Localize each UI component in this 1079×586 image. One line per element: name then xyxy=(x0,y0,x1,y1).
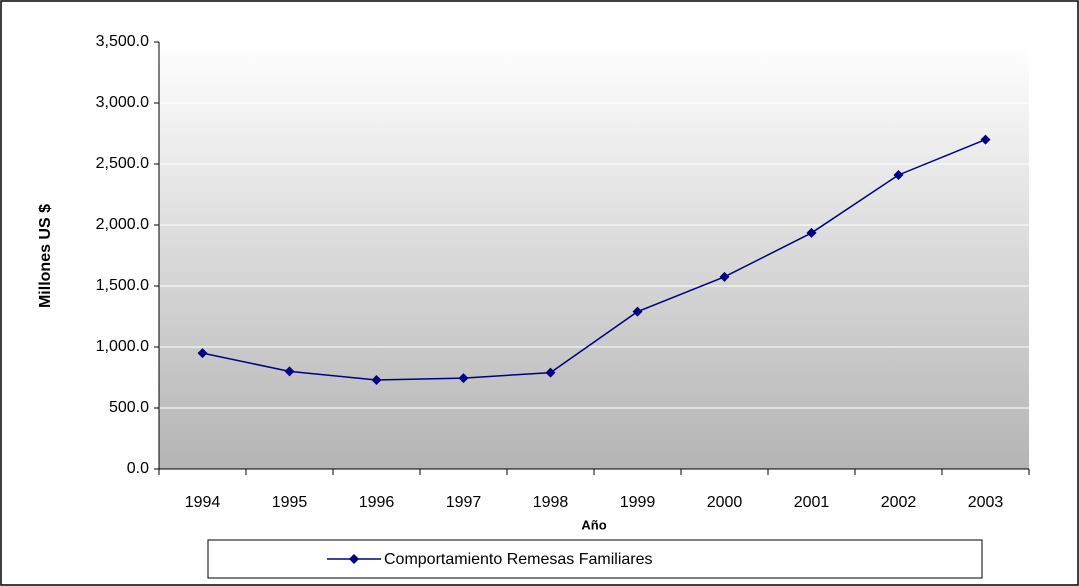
x-tick-label: 2000 xyxy=(707,494,743,511)
legend-marker xyxy=(349,554,359,564)
y-tick-label: 1,500.0 xyxy=(96,277,149,294)
y-tick-label: 3,000.0 xyxy=(96,94,149,111)
y-tick-label: 3,500.0 xyxy=(96,33,149,50)
y-tick-label: 500.0 xyxy=(109,399,149,416)
x-axis-title: Año xyxy=(581,517,606,532)
marker xyxy=(806,227,817,238)
marker xyxy=(284,366,295,377)
y-axis-title: Millones US $ xyxy=(37,204,54,308)
line xyxy=(202,138,986,381)
marker xyxy=(893,169,904,180)
marker xyxy=(458,373,469,384)
marker xyxy=(197,348,208,359)
marker xyxy=(371,374,382,385)
y-tick-label: 2,000.0 xyxy=(96,216,149,233)
x-tick-label: 1994 xyxy=(185,494,221,511)
marker xyxy=(980,134,991,145)
y-tick-label: 1,000.0 xyxy=(96,338,149,355)
legend-label: Comportamiento Remesas Familiares xyxy=(384,551,653,568)
plot-area xyxy=(159,42,1029,469)
x-tick-label: 1996 xyxy=(359,494,395,511)
x-tick-label: 1997 xyxy=(446,494,482,511)
x-tick-label: 2001 xyxy=(794,494,830,511)
y-tick-label: 2,500.0 xyxy=(96,155,149,172)
x-tick-label: 2002 xyxy=(881,494,917,511)
x-tick-label: 1998 xyxy=(533,494,569,511)
x-tick-label: 1999 xyxy=(620,494,656,511)
marker xyxy=(545,367,556,378)
marker xyxy=(719,271,730,282)
y-tick-label: 0.0 xyxy=(127,460,149,477)
marker xyxy=(632,306,643,317)
x-tick-label: 2003 xyxy=(968,494,1004,511)
x-tick-label: 1995 xyxy=(272,494,308,511)
